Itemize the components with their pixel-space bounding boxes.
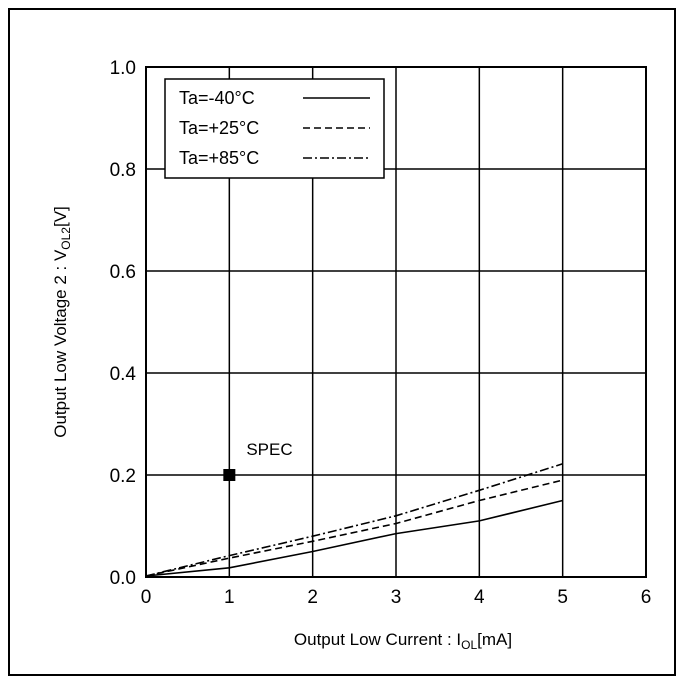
x-axis-ticks: 0 1 2 3 4 5 6 [141,587,652,608]
series-line [145,499,563,577]
y-axis-label-unit: [V] [51,206,70,227]
spec-marker [223,469,236,481]
y-axis-label-main: Output Low Voltage 2 : V [51,249,70,438]
x-tick-label: 1 [224,587,235,608]
x-tick-label: 4 [474,587,485,608]
y-tick-label: 0.2 [110,466,136,487]
series-line [145,479,563,577]
y-axis-label-sub: OL2 [59,227,73,250]
legend-label: Ta=+85°C [179,148,259,168]
y-tick-label: 0.4 [110,364,137,385]
y-tick-label: 1.0 [110,58,136,79]
series-layer [145,463,563,577]
spec-label: SPEC [246,440,292,459]
x-axis-label-sub: OL [461,638,477,652]
series-line [145,463,563,577]
plot-area [145,66,647,578]
y-tick-label: 0.8 [110,160,136,181]
y-tick-label: 0.0 [110,568,136,589]
legend: Ta=-40°C Ta=+25°C Ta=+85°C [164,78,385,179]
y-axis-ticks: 0.0 0.2 0.4 0.6 0.8 1.0 [110,58,137,589]
y-tick-label: 0.6 [110,262,136,283]
x-tick-label: 5 [557,587,568,608]
x-axis-label-unit: [mA] [477,630,512,649]
x-tick-label: 3 [391,587,402,608]
legend-label: Ta=+25°C [179,118,259,138]
annotation-layer: SPEC [223,440,293,481]
x-tick-label: 6 [641,587,652,608]
x-tick-label: 0 [141,587,152,608]
y-axis-label: Output Low Voltage 2 : VOL2[V] [51,206,73,438]
legend-label: Ta=-40°C [179,88,255,108]
x-axis-label: Output Low Current : IOL[mA] [294,630,512,652]
x-tick-label: 2 [307,587,318,608]
x-axis-label-main: Output Low Current : I [294,630,461,649]
